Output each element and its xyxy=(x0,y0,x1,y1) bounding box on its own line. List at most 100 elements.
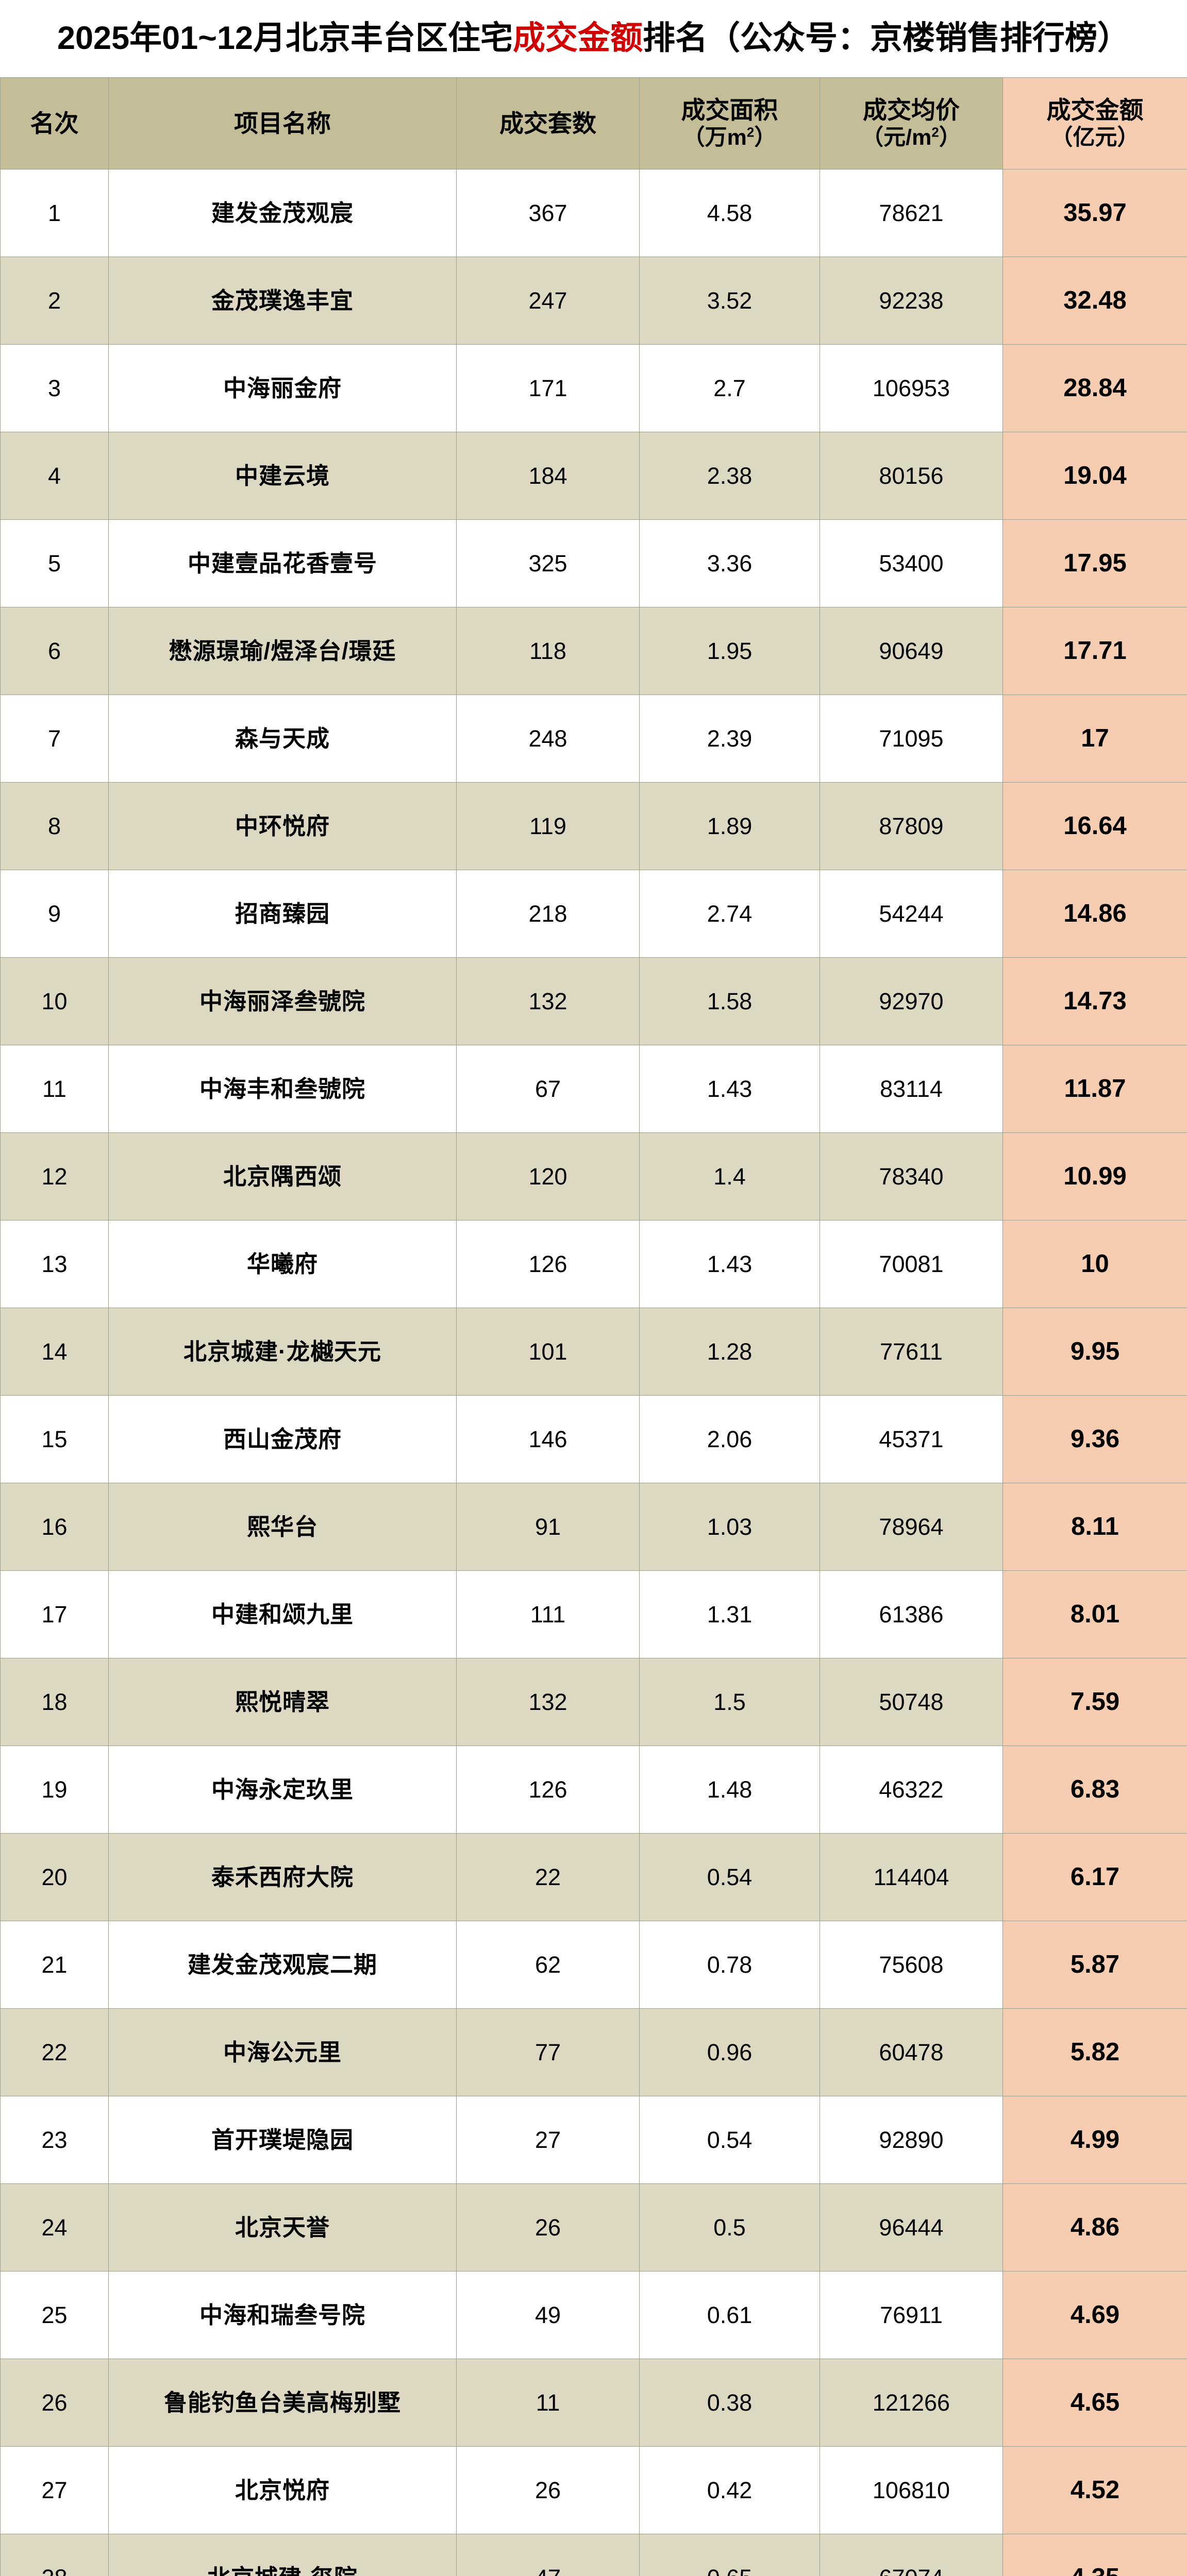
cell-avg-price: 92970 xyxy=(820,957,1003,1045)
table-row: 9 招商臻园 218 2.74 54244 14.86 xyxy=(0,870,1187,958)
cell-avg-price: 61386 xyxy=(820,1570,1003,1658)
cell-units: 27 xyxy=(456,2096,640,2184)
cell-avg-price: 67074 xyxy=(820,2534,1003,2576)
cell-project-name: 中海丽泽叁號院 xyxy=(108,957,457,1045)
cell-area: 0.54 xyxy=(639,1833,820,1921)
cell-avg-price: 50748 xyxy=(820,1658,1003,1746)
cell-area: 0.65 xyxy=(639,2534,820,2576)
cell-rank: 23 xyxy=(0,2096,109,2184)
cell-amount: 17.95 xyxy=(1002,519,1187,607)
cell-amount: 7.59 xyxy=(1002,1658,1187,1746)
cell-rank: 7 xyxy=(0,694,109,783)
cell-amount: 4.65 xyxy=(1002,2359,1187,2447)
cell-project-name: 中海公元里 xyxy=(108,2008,457,2096)
cell-units: 247 xyxy=(456,257,640,345)
cell-units: 22 xyxy=(456,1833,640,1921)
cell-area: 0.5 xyxy=(639,2183,820,2272)
cell-project-name: 西山金茂府 xyxy=(108,1395,457,1483)
cell-avg-price: 96444 xyxy=(820,2183,1003,2272)
cell-rank: 5 xyxy=(0,519,109,607)
cell-amount: 5.82 xyxy=(1002,2008,1187,2096)
cell-amount: 19.04 xyxy=(1002,432,1187,520)
page-title: 2025年01~12月北京丰台区住宅成交金额排名（公众号：京楼销售排行榜） xyxy=(0,0,1187,77)
cell-rank: 15 xyxy=(0,1395,109,1483)
column-header-units-label: 成交套数 xyxy=(499,109,596,137)
cell-amount: 4.86 xyxy=(1002,2183,1187,2272)
table-row: 11 中海丰和叁號院 67 1.43 83114 11.87 xyxy=(0,1045,1187,1133)
table-row: 22 中海公元里 77 0.96 60478 5.82 xyxy=(0,2008,1187,2096)
table-row: 26 鲁能钓鱼台美高梅别墅 11 0.38 121266 4.65 xyxy=(0,2359,1187,2447)
column-header-name-label: 项目名称 xyxy=(234,109,331,137)
cell-rank: 14 xyxy=(0,1308,109,1396)
title-prefix: 2025年01~12月北京丰台区住宅 xyxy=(57,20,513,57)
cell-rank: 26 xyxy=(0,2359,109,2447)
column-header-amount-unit: （亿元） xyxy=(1050,125,1140,150)
cell-avg-price: 106953 xyxy=(820,344,1003,432)
column-header-name: 项目名称 xyxy=(108,77,457,170)
table-row: 2 金茂璞逸丰宜 247 3.52 92238 32.48 xyxy=(0,257,1187,345)
cell-amount: 4.69 xyxy=(1002,2271,1187,2359)
cell-project-name: 熙华台 xyxy=(108,1483,457,1571)
cell-area: 2.39 xyxy=(639,694,820,783)
cell-rank: 9 xyxy=(0,870,109,958)
column-header-area-unit: （万m2） xyxy=(682,124,777,150)
cell-project-name: 森与天成 xyxy=(108,694,457,783)
cell-avg-price: 83114 xyxy=(820,1045,1003,1133)
table-row: 17 中建和颂九里 111 1.31 61386 8.01 xyxy=(0,1570,1187,1658)
cell-avg-price: 80156 xyxy=(820,432,1003,520)
table-row: 23 首开璞堤隐园 27 0.54 92890 4.99 xyxy=(0,2096,1187,2184)
cell-rank: 3 xyxy=(0,344,109,432)
table-row: 28北京城建·玺院470.65670744.35 xyxy=(0,2534,1187,2576)
cell-area: 2.74 xyxy=(639,870,820,958)
cell-avg-price: 121266 xyxy=(820,2359,1003,2447)
cell-units: 49 xyxy=(456,2271,640,2359)
cell-avg-price: 77611 xyxy=(820,1308,1003,1396)
cell-project-name: 中环悦府 xyxy=(108,782,457,870)
table-header-row: 名次 项目名称 成交套数 成交面积 （万m2） 成交均价 （元/m2） 成交金额 xyxy=(0,77,1187,170)
cell-rank: 10 xyxy=(0,957,109,1045)
cell-units: 132 xyxy=(456,1658,640,1746)
cell-avg-price: 92238 xyxy=(820,257,1003,345)
cell-units: 171 xyxy=(456,344,640,432)
cell-amount: 14.86 xyxy=(1002,870,1187,958)
cell-units: 325 xyxy=(456,519,640,607)
cell-area: 1.43 xyxy=(639,1220,820,1308)
cell-units: 146 xyxy=(456,1395,640,1483)
cell-amount: 14.73 xyxy=(1002,957,1187,1045)
cell-project-name: 中建壹品花香壹号 xyxy=(108,519,457,607)
cell-amount: 10 xyxy=(1002,1220,1187,1308)
cell-project-name: 首开璞堤隐园 xyxy=(108,2096,457,2184)
cell-project-name: 北京城建·玺院 xyxy=(108,2534,457,2576)
column-header-price: 成交均价 （元/m2） xyxy=(820,77,1003,170)
cell-rank: 22 xyxy=(0,2008,109,2096)
table-row: 20 泰禾西府大院 22 0.54 114404 6.17 xyxy=(0,1833,1187,1921)
cell-avg-price: 114404 xyxy=(820,1833,1003,1921)
cell-amount: 32.48 xyxy=(1002,257,1187,345)
cell-amount: 16.64 xyxy=(1002,782,1187,870)
cell-amount: 6.17 xyxy=(1002,1833,1187,1921)
table-row: 24 北京天誉 26 0.5 96444 4.86 xyxy=(0,2183,1187,2272)
title-accent: 成交金额 xyxy=(513,20,643,57)
table-row: 15 西山金茂府 146 2.06 45371 9.36 xyxy=(0,1395,1187,1483)
cell-rank: 1 xyxy=(0,169,109,257)
table-row: 25 中海和瑞叁号院 49 0.61 76911 4.69 xyxy=(0,2271,1187,2359)
cell-rank: 16 xyxy=(0,1483,109,1571)
cell-avg-price: 87809 xyxy=(820,782,1003,870)
cell-project-name: 建发金茂观宸二期 xyxy=(108,1921,457,2009)
cell-project-name: 金茂璞逸丰宜 xyxy=(108,257,457,345)
cell-area: 1.5 xyxy=(639,1658,820,1746)
page-title-text: 2025年01~12月北京丰台区住宅成交金额排名（公众号：京楼销售排行榜） xyxy=(57,21,1130,56)
ranking-table: 名次 项目名称 成交套数 成交面积 （万m2） 成交均价 （元/m2） 成交金额 xyxy=(0,77,1187,2576)
cell-area: 2.7 xyxy=(639,344,820,432)
cell-project-name: 熙悦晴翠 xyxy=(108,1658,457,1746)
cell-project-name: 泰禾西府大院 xyxy=(108,1833,457,1921)
table-row: 21 建发金茂观宸二期 62 0.78 75608 5.87 xyxy=(0,1921,1187,2009)
column-header-amount-label: 成交金额 xyxy=(1046,96,1144,124)
cell-area: 1.31 xyxy=(639,1570,820,1658)
cell-amount: 5.87 xyxy=(1002,1921,1187,2009)
cell-units: 126 xyxy=(456,1745,640,1834)
cell-avg-price: 106810 xyxy=(820,2446,1003,2534)
cell-area: 4.58 xyxy=(639,169,820,257)
cell-project-name: 华曦府 xyxy=(108,1220,457,1308)
